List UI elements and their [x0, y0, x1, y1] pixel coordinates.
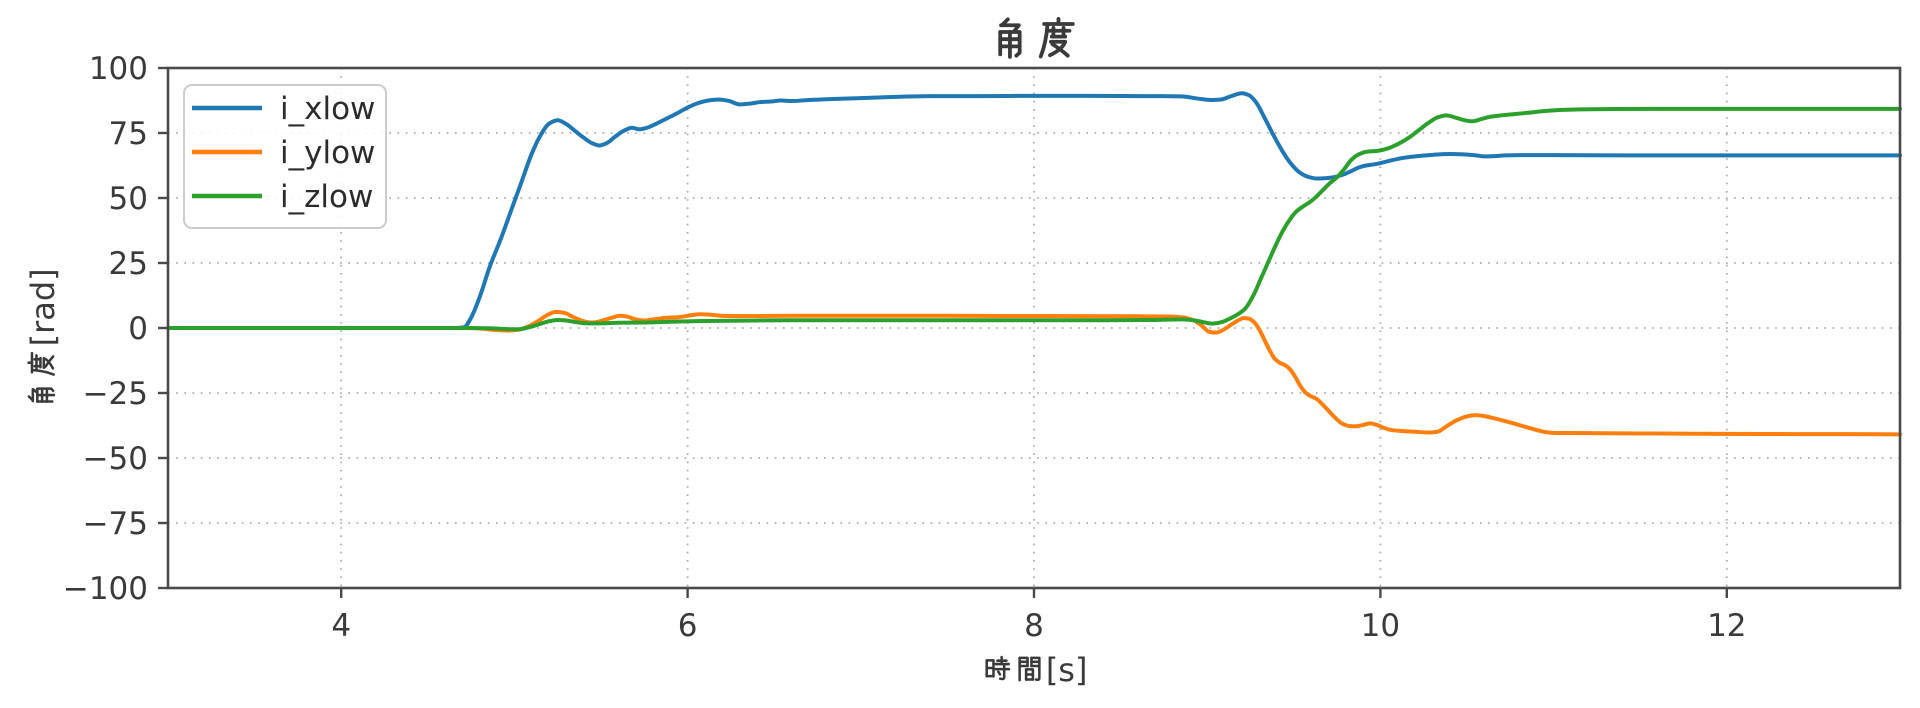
cjk-glyph: [1018, 656, 1041, 682]
legend-label-i_xlow-text: i_xlow: [280, 91, 375, 127]
series-group: [166, 91, 1902, 437]
y-tick-label: 75: [109, 116, 148, 152]
y-tick-label-text: 75: [109, 116, 148, 152]
x-tick-label: 6: [678, 608, 698, 644]
cjk-stroke: [1050, 42, 1070, 58]
legend-label-i_zlow-text: i_zlow: [280, 179, 373, 215]
legend-item-i_zlow: i_zlow: [192, 179, 373, 215]
y-tick-label-text: 25: [109, 246, 148, 282]
y-tick-label: −100: [63, 571, 148, 607]
cjk-glyph: [1038, 17, 1075, 59]
y-tick-label: −25: [83, 376, 148, 412]
y-tick-label-text: −100: [63, 571, 148, 607]
cjk-glyph: [27, 387, 56, 403]
x-tick-label-text: 10: [1361, 608, 1400, 644]
y-tick-label: 100: [89, 51, 148, 87]
y-tick-label: 50: [109, 181, 148, 217]
cjk-stroke: [997, 670, 1002, 676]
cjk-stroke: [998, 664, 1006, 681]
y-tick-label-text: 0: [128, 311, 148, 347]
legend-label-i_ylow-text: i_ylow: [280, 135, 375, 171]
legend-item-i_xlow: i_xlow: [192, 91, 375, 127]
y-tick-label-text: −75: [83, 506, 148, 542]
cjk-stroke: [44, 355, 55, 368]
y-tick-label-text: −50: [83, 441, 148, 477]
cjk-stroke: [1018, 656, 1029, 668]
y-axis-label-text: [rad]: [24, 268, 62, 346]
y-axis-label: [rad]: [24, 268, 62, 403]
series-line-i_ylow: [166, 309, 1902, 437]
cjk-glyph: [27, 351, 55, 376]
x-axis-label: [s]: [985, 651, 1088, 689]
y-tick-label: −50: [83, 441, 148, 477]
x-axis-label-text: [s]: [1046, 651, 1088, 689]
x-tick-label-text: 4: [331, 608, 351, 644]
y-tick-label-text: 50: [109, 181, 148, 217]
x-tick-label: 8: [1024, 608, 1044, 644]
x-tick-label: 12: [1707, 608, 1746, 644]
cjk-stroke: [1030, 656, 1041, 682]
legend: i_xlow i_ylow i_zlow: [183, 84, 387, 229]
series-line-i_zlow: [166, 106, 1902, 332]
ticks: [158, 66, 1729, 598]
cjk-glyph: [985, 655, 1011, 681]
legend-label-i_ylow: i_ylow: [280, 135, 375, 171]
cjk-glyph: [998, 17, 1022, 59]
cjk-stroke: [31, 368, 55, 376]
x-tick-label-text: 12: [1707, 608, 1746, 644]
y-tick-label: 0: [128, 311, 148, 347]
legend-item-i_ylow: i_ylow: [192, 135, 375, 171]
cjk-stroke: [999, 23, 1021, 33]
y-tick-label: −75: [83, 506, 148, 542]
y-tick-label-text: 100: [89, 51, 148, 87]
cjk-stroke: [1024, 668, 1035, 681]
y-axis-label-group: [rad]: [24, 268, 62, 403]
y-tick-label: 25: [109, 246, 148, 282]
cjk-stroke: [31, 387, 38, 403]
x-tick-label-text: 8: [1024, 608, 1044, 644]
cjk-stroke: [985, 659, 995, 678]
chart-title: [998, 17, 1075, 59]
x-tick-label-text: 6: [678, 608, 698, 644]
x-tick-label: 10: [1361, 608, 1400, 644]
cjk-stroke: [1038, 22, 1050, 59]
series-line-i_xlow: [166, 91, 1902, 331]
legend-label-i_xlow: i_xlow: [280, 91, 375, 127]
y-tick-label-text: −25: [83, 376, 148, 412]
x-tick-label: 4: [331, 608, 351, 644]
legend-box: [183, 84, 387, 229]
legend-label-i_zlow: i_zlow: [280, 179, 373, 215]
